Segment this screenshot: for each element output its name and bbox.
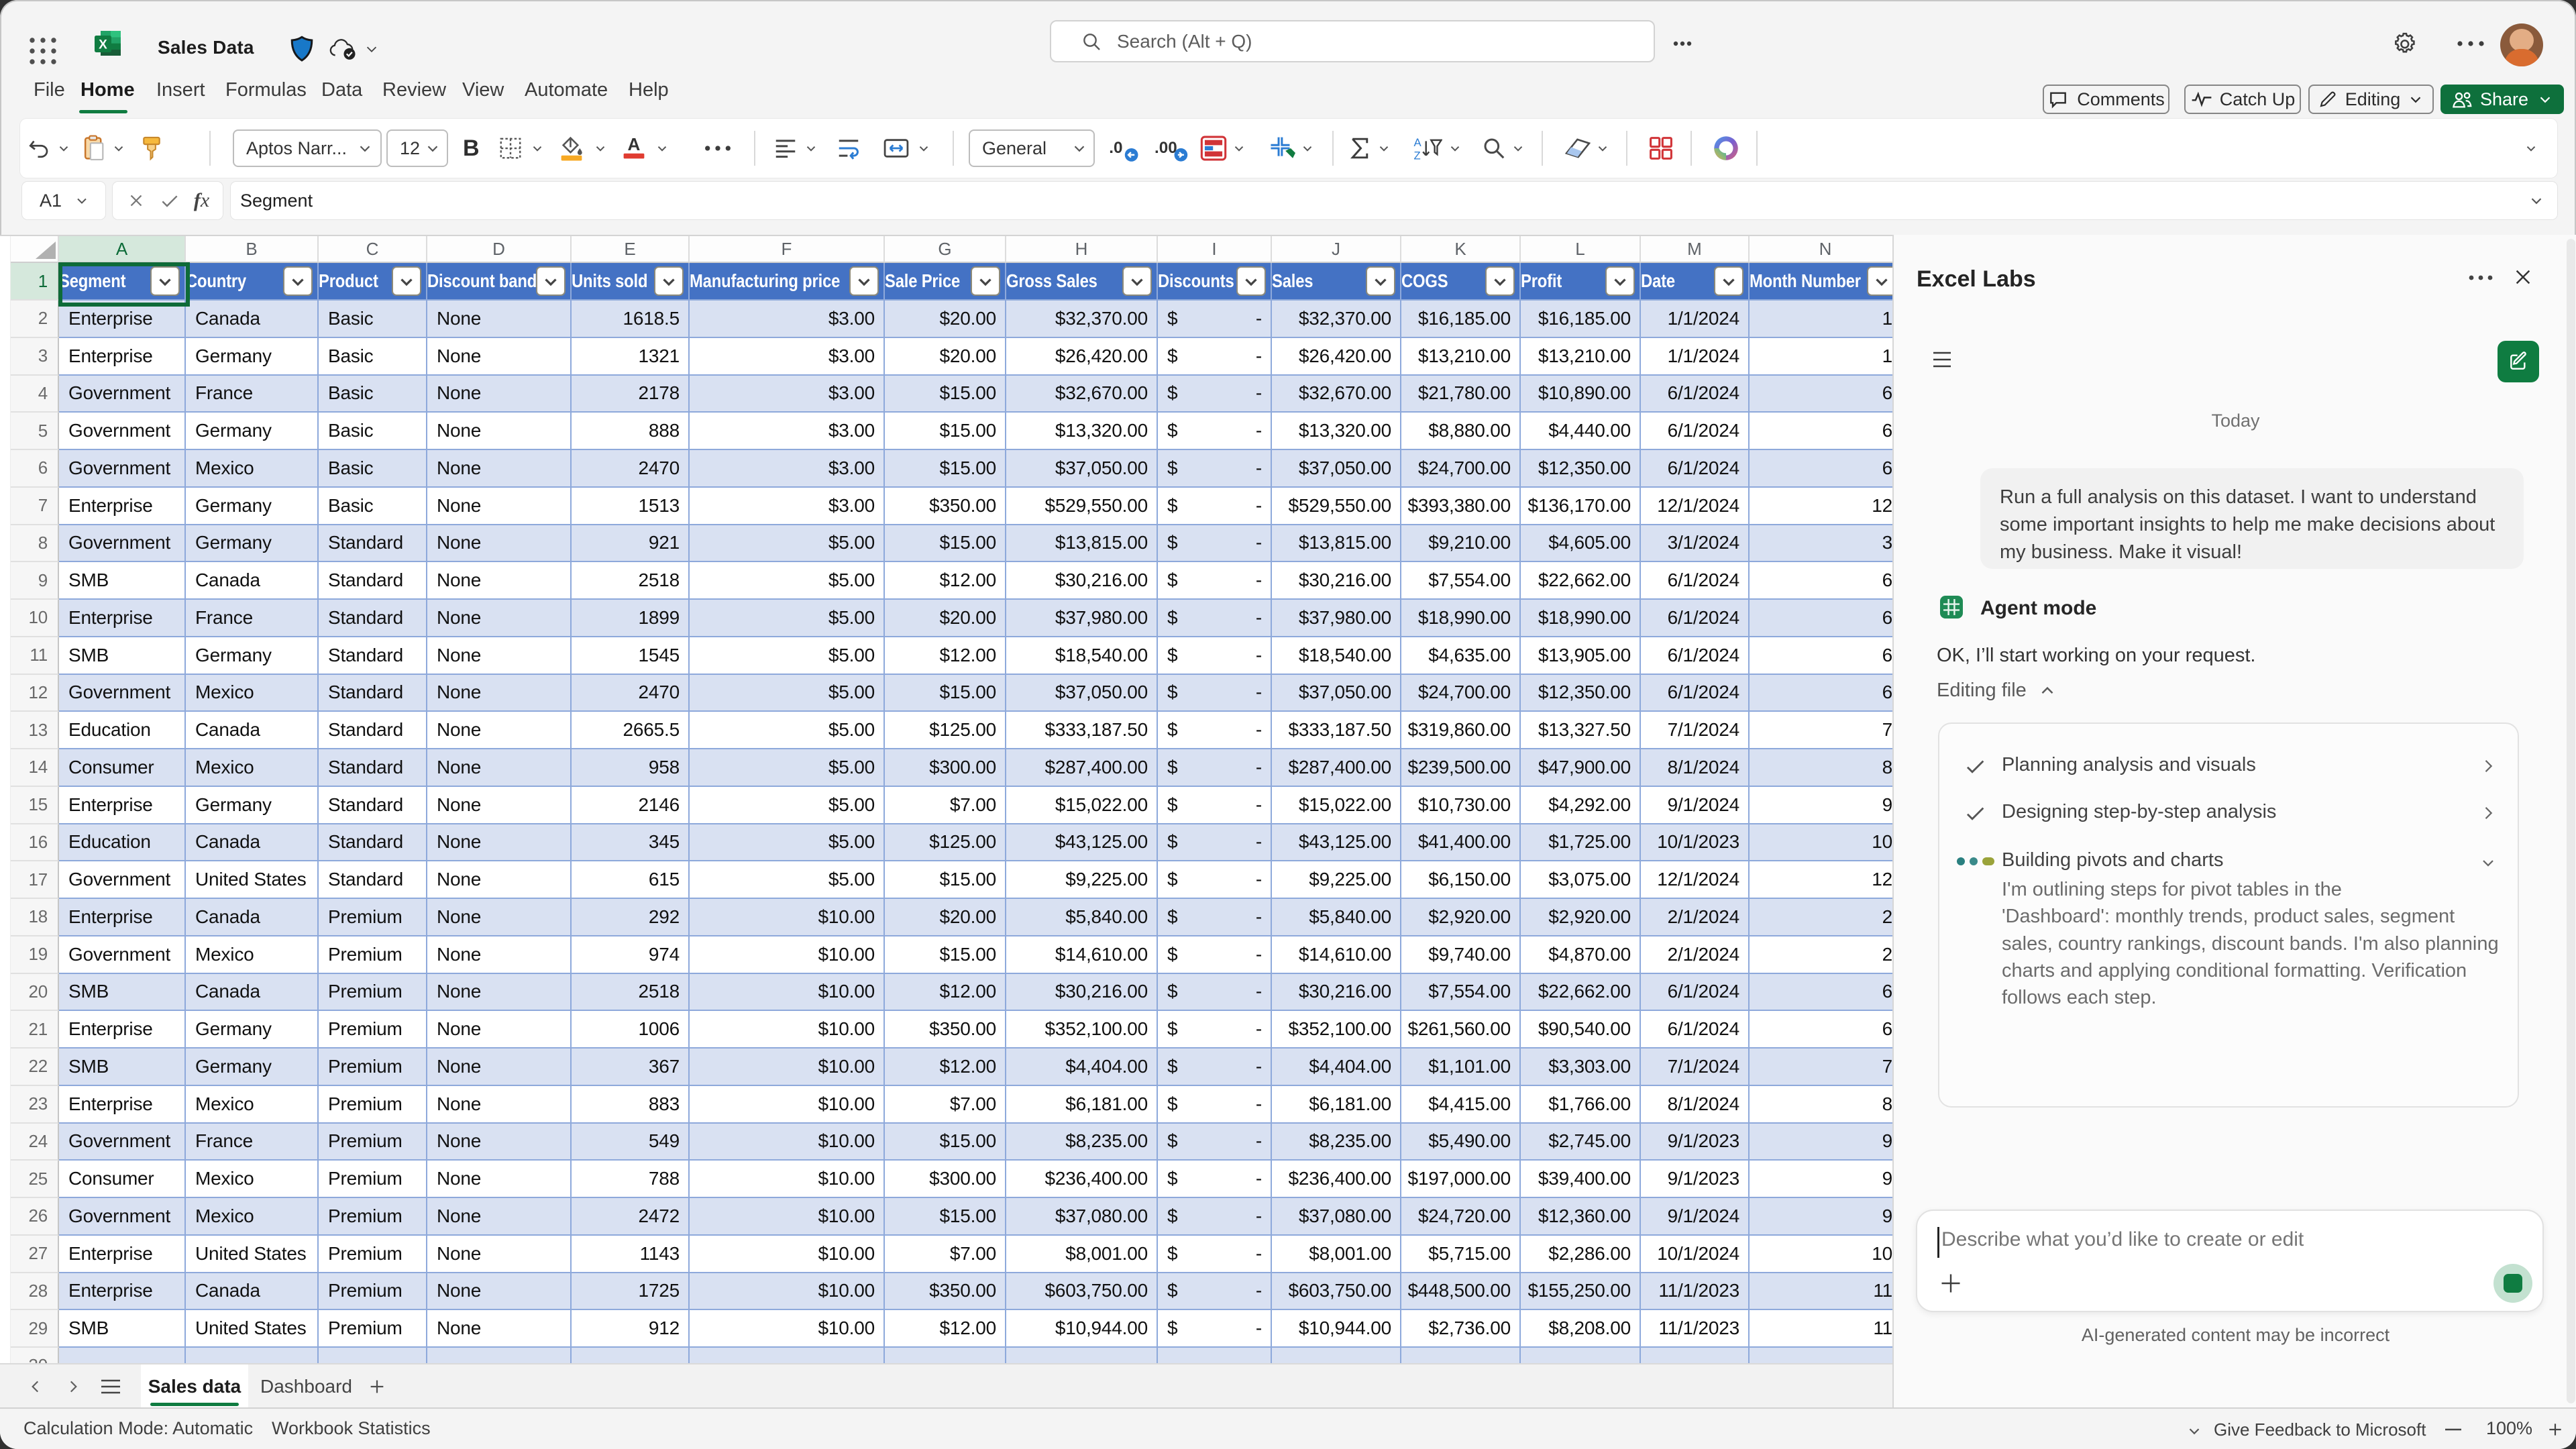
svg-text:.00: .00 xyxy=(1155,139,1177,157)
svg-text:A: A xyxy=(628,135,641,154)
svg-text:X: X xyxy=(99,38,107,52)
svg-text:A: A xyxy=(1414,136,1422,149)
svg-text:.0: .0 xyxy=(1109,139,1122,157)
svg-text:Z: Z xyxy=(1414,150,1421,162)
